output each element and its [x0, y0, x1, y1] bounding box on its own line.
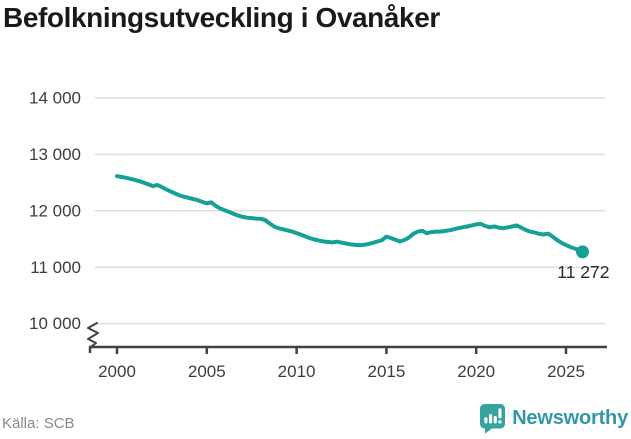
population-chart: 14 000 13 000 12 000 11 000 10 000 2000 2005 20… [29, 89, 610, 381]
x-axis-tick-label: 2000 [98, 362, 136, 381]
x-axis-tick-label: 2020 [457, 362, 495, 381]
y-axis-tick-label: 13 000 [29, 145, 81, 164]
y-axis-tick-label: 12 000 [29, 201, 81, 220]
newsworthy-logo: Newsworthy [479, 403, 628, 434]
x-axis-tick-label: 2015 [367, 362, 405, 381]
latest-value-dot [576, 245, 590, 259]
newsworthy-wordmark: Newsworthy [512, 407, 628, 429]
source-note: Källa: SCB [2, 415, 75, 432]
y-axis-tick-label: 14 000 [29, 89, 81, 108]
y-axis-tick-label: 10 000 [29, 314, 81, 333]
page-title: Befolkningsutveckling i Ovanåker [3, 2, 440, 33]
population-line [115, 174, 585, 254]
y-axis-tick-label: 11 000 [30, 258, 81, 277]
axis-break-icon [87, 322, 99, 349]
latest-value-label: 11 272 [557, 262, 609, 282]
x-axis-tick-label: 2025 [547, 362, 585, 381]
x-axis-tick-label: 2005 [188, 362, 226, 381]
newsworthy-bars-icon [480, 404, 506, 434]
x-axis-tick-label: 2010 [278, 362, 316, 381]
